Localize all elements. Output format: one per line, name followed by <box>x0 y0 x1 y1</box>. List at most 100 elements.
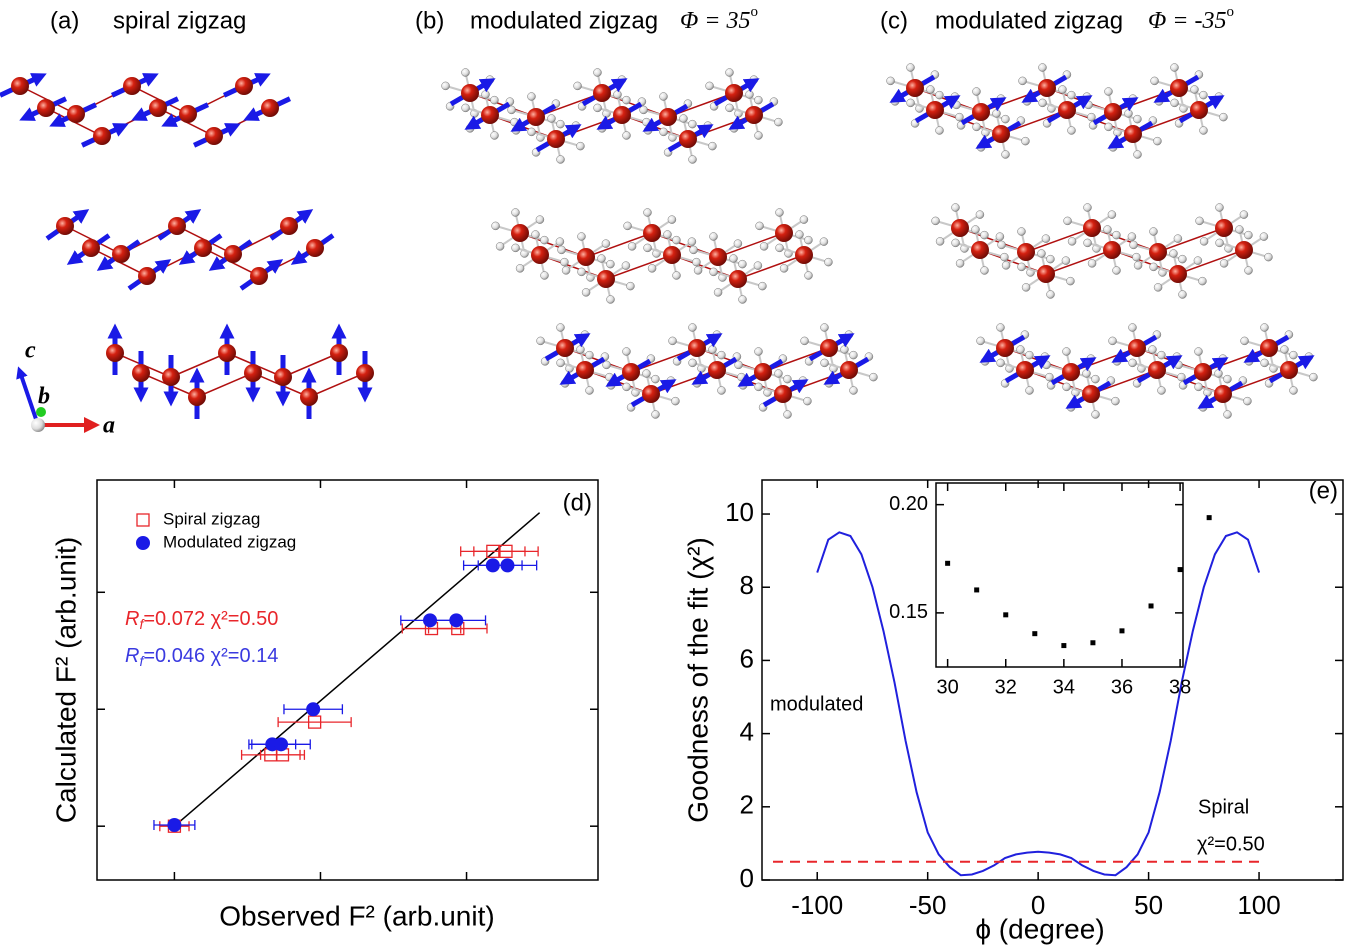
magnetic-atom <box>300 388 318 406</box>
ligand-atom <box>824 257 833 267</box>
magnetic-atom <box>194 239 212 257</box>
ligand-atom <box>613 90 622 99</box>
plot-frame <box>761 479 1344 881</box>
ligand-atom <box>1309 372 1318 382</box>
magnetic-atom <box>306 239 324 257</box>
ligand-atom <box>555 237 565 246</box>
ligand-atom <box>511 208 520 217</box>
ligand-atom <box>1219 112 1228 122</box>
magnetic-atom <box>1062 363 1080 381</box>
magnetic-atom <box>481 106 499 124</box>
ligand-atom <box>717 386 726 395</box>
phi-value: Φ = -35 <box>1148 8 1226 34</box>
magnetic-atom <box>642 385 660 403</box>
magnetic-atom <box>261 99 279 117</box>
magnetic-atom <box>688 339 706 357</box>
ligand-atom <box>1289 386 1298 395</box>
plot-frame <box>96 479 599 881</box>
ligand-atom <box>679 114 688 123</box>
ligand-atom <box>705 81 714 91</box>
ligand-atom <box>1214 369 1223 378</box>
ligand-atom <box>775 208 784 217</box>
ligand-atom <box>515 264 525 273</box>
magnetic-atom <box>1082 385 1100 403</box>
ligand-atom <box>803 396 812 406</box>
structure-row <box>45 209 335 291</box>
x-tick-label: 38 <box>1169 676 1191 698</box>
ligand-atom <box>1260 323 1269 332</box>
ligand-atom <box>779 264 789 273</box>
ligand-atom <box>642 117 651 127</box>
y-tick-label: 0.20 <box>889 493 928 515</box>
panel-letter: (e) <box>1309 477 1338 504</box>
magnetic-atom <box>926 101 944 119</box>
ligand-atom <box>745 90 754 99</box>
ligand-atom <box>560 257 569 267</box>
magnetic-atom <box>67 105 85 123</box>
ligand-atom <box>1082 369 1091 378</box>
ligand-atom <box>1063 216 1072 226</box>
ligand-atom <box>663 230 672 239</box>
inset-point <box>1090 640 1096 646</box>
magnetic-atom <box>56 217 74 235</box>
ligand-atom <box>647 264 657 273</box>
magnetic-atom <box>188 388 206 406</box>
ligand-atom <box>849 350 858 360</box>
plot-frame <box>935 482 1184 668</box>
magnetic-atom <box>663 246 681 264</box>
y-tick-label: 0.15 <box>889 601 928 623</box>
magnetic-atom <box>1083 219 1101 237</box>
ligand-atom <box>1199 237 1209 246</box>
ligand-atom <box>804 235 813 245</box>
ligand-atom <box>659 92 668 101</box>
ligand-atom <box>1243 396 1252 406</box>
ligand-atom <box>754 95 763 105</box>
ligand-atom <box>955 112 964 122</box>
legend-marker <box>136 513 150 527</box>
ligand-atom <box>1199 126 1208 135</box>
ligand-atom <box>481 90 490 99</box>
r-value: =0.046 χ²=0.14 <box>143 645 278 667</box>
ligand-atom <box>775 243 784 253</box>
ligand-atom <box>1084 100 1093 110</box>
ligand-atom <box>1083 203 1092 212</box>
phi-value: Φ = 35 <box>680 8 750 34</box>
ligand-atom <box>935 90 944 100</box>
ligand-atom <box>689 245 698 255</box>
crystal-structures <box>0 63 1318 419</box>
ligand-atom <box>725 103 734 113</box>
ligand-atom <box>869 372 878 382</box>
ligand-atom <box>659 127 668 137</box>
data-point <box>306 702 321 717</box>
magnetic-atom <box>613 106 631 124</box>
ligand-atom <box>491 221 500 231</box>
ligand-atom <box>1091 374 1100 384</box>
magnetic-atom <box>11 77 29 95</box>
ligand-atom <box>996 358 1005 368</box>
magnetic-atom <box>996 339 1014 357</box>
magnetic-atom <box>556 339 574 357</box>
ligand-atom <box>1195 216 1204 226</box>
ligand-atom <box>540 271 549 280</box>
ligand-atom <box>1112 230 1121 240</box>
magnetic-atom <box>244 364 262 382</box>
ligand-atom <box>621 261 631 270</box>
magnetic-atom <box>1190 101 1208 119</box>
magnetic-atom <box>679 130 697 148</box>
r-subscript: f <box>139 653 145 669</box>
panel-title: modulated zigzag <box>935 7 1123 34</box>
ligand-atom <box>1021 136 1030 146</box>
ligand-atom <box>693 266 703 275</box>
magnetic-atom <box>1037 265 1055 283</box>
axis-letter: c <box>25 338 36 364</box>
ligand-atom <box>561 266 571 275</box>
r-symbol: R <box>125 645 139 667</box>
ligand-atom <box>1223 374 1232 384</box>
magnetic-atom <box>951 219 969 237</box>
ligand-atom <box>1289 350 1298 360</box>
x-tick-label: 30 <box>936 676 958 698</box>
ligand-atom <box>980 266 989 275</box>
magnetic-atom <box>1104 103 1122 121</box>
